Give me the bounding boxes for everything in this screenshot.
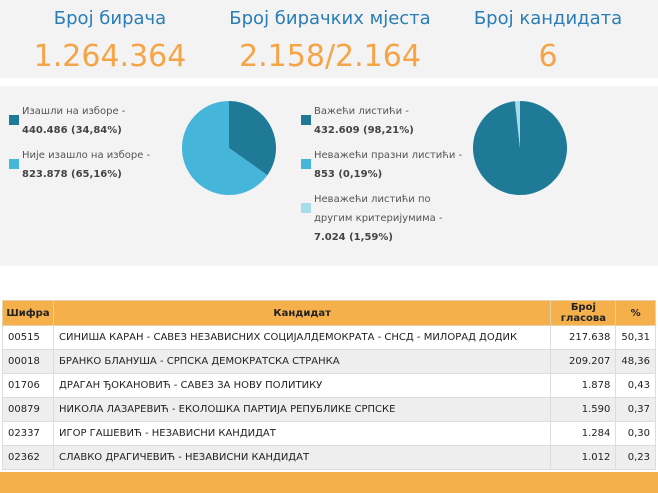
legend-label: Неважећи празни листићи - (314, 150, 463, 161)
legend-swatch (9, 159, 19, 169)
stat-label: Број кандидата (473, 8, 623, 29)
table-cell: 48,36 (615, 349, 656, 374)
table-cell: ИГОР ГАШЕВИЋ - НЕЗАВИСНИ КАНДИДАТ (52, 421, 552, 446)
table-row: 02362 СЛАВКО ДРАГИЧЕВИЋ - НЕЗАВИСНИ КАНДИ… (2, 445, 656, 470)
footer-bar (0, 472, 658, 493)
table-cell: БРАНКО БЛАНУША - СРПСКА ДЕМОКРАТСКА СТРА… (52, 349, 552, 374)
column-header: % (615, 300, 656, 326)
column-header: Шифра (2, 300, 54, 326)
pie-slice (229, 101, 276, 176)
table-row: 00018 БРАНКО БЛАНУША - СРПСКА ДЕМОКРАТСКА… (2, 349, 656, 374)
table-cell: 02362 (2, 445, 54, 470)
table-cell: 00018 (2, 349, 54, 374)
stat: Број кандидата 6 (438, 8, 658, 74)
stat: Број бирачких мјеста 2.158/2.164 (220, 8, 440, 74)
table-cell: 209.207 (550, 349, 617, 374)
table-row: 02337 ИГОР ГАШЕВИЋ - НЕЗАВИСНИ КАНДИДАТ 1.… (2, 421, 656, 446)
table-cell: 00879 (2, 397, 54, 422)
table-cell: 0,43 (615, 373, 656, 398)
pie-chart (182, 101, 276, 195)
legend-swatch (9, 115, 19, 125)
table-row: 01706 ДРАГАН ЂОКАНОВИЋ - САВЕЗ ЗА НОВУ ПО… (2, 373, 656, 398)
table-cell: 50,31 (615, 325, 656, 350)
legend-item: Није изашло на изборе - 823.878 (65,16%) (9, 146, 172, 184)
legend-swatch (301, 115, 311, 125)
column-header: Број гласова (550, 300, 617, 326)
table-cell: СИНИША КАРАН - САВЕЗ НЕЗАВИСНИХ СОЦИЈАЛД… (52, 325, 552, 350)
legend-label: Неважећи листићи по другим критеријумима… (314, 194, 443, 224)
legend-item: Неважећи празни листићи - 853 (0,19%) (301, 146, 464, 184)
stat-value: 1.264.364 (33, 39, 187, 74)
table-cell: 1.878 (550, 373, 617, 398)
legend-value: 7.024 (1,59%) (314, 232, 393, 243)
pie-slice (514, 101, 520, 148)
table-cell: СЛАВКО ДРАГИЧЕВИЋ - НЕЗАВИСНИ КАНДИДАТ (52, 445, 552, 470)
legend-value: 823.878 (65,16%) (22, 169, 122, 180)
table-cell: 1.284 (550, 421, 617, 446)
legend-value: 432.609 (98,21%) (314, 125, 414, 136)
table-cell: 02337 (2, 421, 54, 446)
stat-value: 6 (538, 39, 558, 74)
stat-value: 2.158/2.164 (239, 39, 421, 74)
stat: Број бирача 1.264.364 (0, 8, 220, 74)
legend-item: Изашли на изборе - 440.486 (34,84%) (9, 102, 172, 140)
table-cell: 00515 (2, 325, 54, 350)
column-header: Кандидат (52, 300, 552, 326)
table-cell: 0,30 (615, 421, 656, 446)
table-row: 00879 НИКОЛА ЛАЗАРЕВИЋ - ЕКОЛОШКА ПАРТИЈА… (2, 397, 656, 422)
legend-item: Важећи листићи - 432.609 (98,21%) (301, 102, 464, 140)
pie-chart (473, 101, 567, 195)
stat-label: Број бирачких мјеста (229, 8, 431, 29)
pie-slice (182, 101, 268, 195)
legend-item: Неважећи листићи по другим критеријумима… (301, 190, 464, 247)
results-table: Шифра Кандидат Број гласова% 00515 СИНИША КА… (2, 300, 656, 470)
table-cell: ДРАГАН ЂОКАНОВИЋ - САВЕЗ ЗА НОВУ ПОЛИТИК… (52, 373, 552, 398)
pie-slice (515, 101, 520, 148)
stats-panel: Број бирача 1.264.364 Број бирачких мјеста… (0, 0, 658, 78)
legend-swatch (301, 159, 311, 169)
table-row: 00515 СИНИША КАРАН - САВЕЗ НЕЗАВИСНИХ СОЦ… (2, 325, 656, 350)
legend-value: 853 (0,19%) (314, 169, 383, 180)
table-cell: 0,37 (615, 397, 656, 422)
legend-label: Важећи листићи - (314, 106, 409, 117)
legend-label: Није изашло на изборе - (22, 150, 151, 161)
table-cell: 1.012 (550, 445, 617, 470)
table-cell: НИКОЛА ЛАЗАРЕВИЋ - ЕКОЛОШКА ПАРТИЈА РЕПУ… (52, 397, 552, 422)
table-cell: 01706 (2, 373, 54, 398)
table-cell: 217.638 (550, 325, 617, 350)
header-row: Шифра Кандидат Број гласова% (2, 300, 656, 326)
charts-panel: Изашли на изборе - 440.486 (34,84%) Није и… (0, 86, 658, 266)
legend-value: 440.486 (34,84%) (22, 125, 122, 136)
table-cell: 1.590 (550, 397, 617, 422)
table-cell: 0,23 (615, 445, 656, 470)
legend-label: Изашли на изборе - (22, 106, 126, 117)
legend-swatch (301, 203, 311, 213)
stat-label: Број бирача (53, 8, 167, 29)
